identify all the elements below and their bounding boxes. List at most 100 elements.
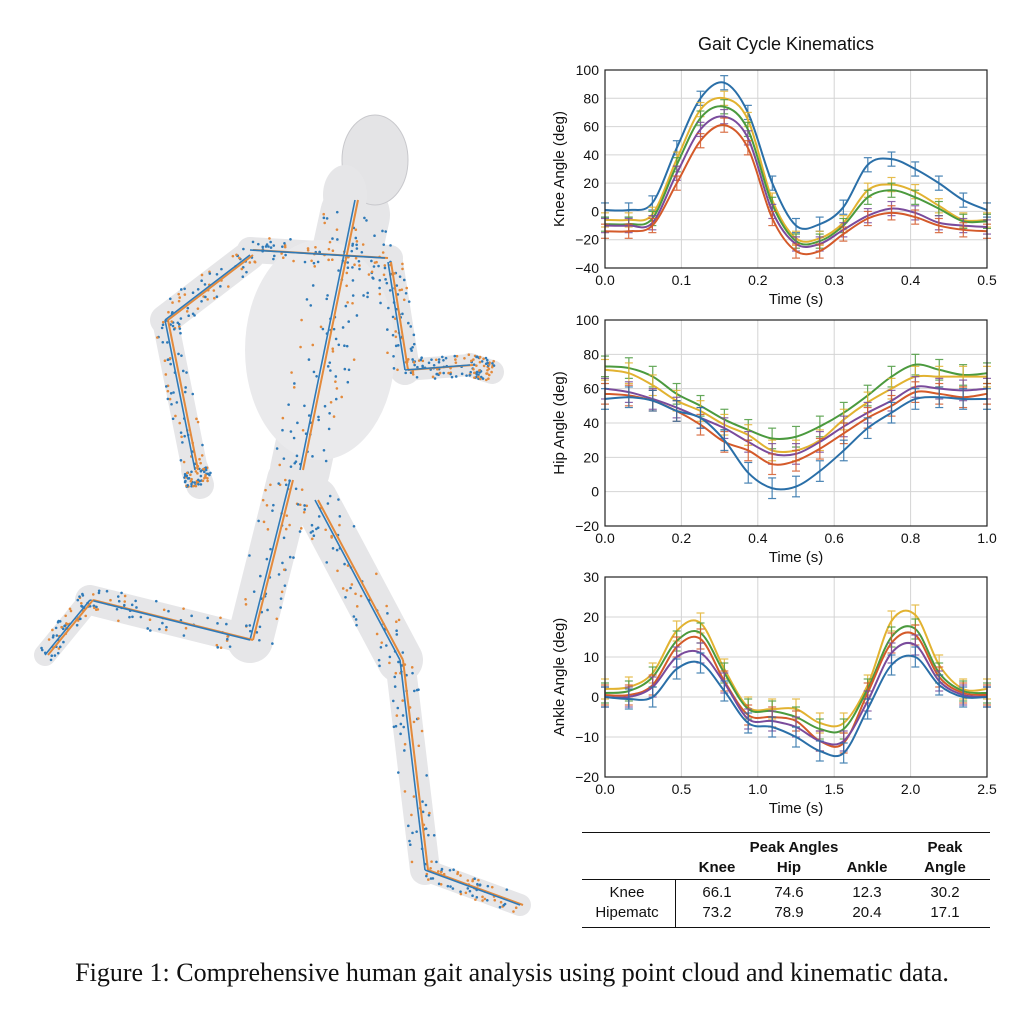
point xyxy=(310,537,314,541)
point xyxy=(401,699,404,702)
point xyxy=(84,614,88,618)
point xyxy=(281,245,284,248)
point xyxy=(353,263,356,267)
point xyxy=(407,824,410,828)
x-axis-label: Time (s) xyxy=(769,549,823,566)
table-cell: 78.9 xyxy=(774,904,804,921)
point xyxy=(279,606,282,609)
point xyxy=(401,651,405,654)
error-bar xyxy=(959,192,968,208)
point xyxy=(410,349,413,352)
point xyxy=(171,301,174,304)
point xyxy=(178,421,182,425)
error-bar xyxy=(648,217,657,234)
point xyxy=(206,476,209,480)
point xyxy=(302,510,306,514)
point xyxy=(279,597,283,600)
y-tick-label: −40 xyxy=(575,260,599,276)
point xyxy=(411,671,414,675)
point xyxy=(148,618,152,622)
point xyxy=(432,833,436,837)
point xyxy=(97,591,101,595)
x-tick-label: 0.8 xyxy=(901,530,921,546)
point xyxy=(405,286,409,290)
table-bottom-rule xyxy=(582,927,990,928)
x-tick-label: 0.0 xyxy=(595,272,615,288)
point xyxy=(262,520,266,524)
point xyxy=(238,256,241,260)
point xyxy=(228,645,232,648)
point xyxy=(486,884,490,888)
error-bar xyxy=(792,243,800,259)
point xyxy=(168,397,172,401)
point xyxy=(403,790,407,793)
point xyxy=(377,658,381,662)
point xyxy=(417,717,420,720)
point xyxy=(289,430,293,433)
point xyxy=(283,584,287,587)
point xyxy=(245,270,248,274)
y-tick-label: −20 xyxy=(575,518,599,534)
x-tick-label: 0.4 xyxy=(748,530,768,546)
point xyxy=(373,234,376,238)
point xyxy=(472,367,475,371)
error-bar xyxy=(672,658,681,680)
point xyxy=(379,301,382,305)
point xyxy=(178,296,182,299)
point xyxy=(372,265,376,268)
error-bar xyxy=(768,716,777,738)
point xyxy=(191,291,195,295)
point xyxy=(402,725,406,729)
point xyxy=(358,267,361,271)
skeleton-bone-orange xyxy=(167,319,199,471)
skeleton-bone-orange xyxy=(302,199,359,471)
point xyxy=(95,605,98,609)
point xyxy=(442,371,445,375)
error-bar xyxy=(911,209,920,225)
error-bar xyxy=(911,646,920,668)
point xyxy=(371,276,374,279)
point xyxy=(161,340,165,344)
point xyxy=(351,266,354,269)
chart-knee: 0.0 0.1 0.2 0.3 0.4 0.5 −40 −20 0 20 40 60 80 100 Time… xyxy=(551,34,997,308)
error-bar xyxy=(863,210,872,227)
point xyxy=(328,411,331,415)
point xyxy=(280,252,283,255)
point xyxy=(116,595,120,598)
error-bar xyxy=(696,133,705,149)
point xyxy=(272,257,275,261)
point xyxy=(476,882,479,886)
error-bar xyxy=(934,217,943,234)
table-row-label: Knee xyxy=(609,884,645,901)
error-bar xyxy=(792,726,800,748)
point xyxy=(346,301,349,304)
point xyxy=(277,573,281,576)
point xyxy=(219,285,222,288)
point xyxy=(395,714,399,717)
point xyxy=(338,515,342,518)
point xyxy=(429,866,432,870)
point xyxy=(115,607,119,611)
point xyxy=(312,370,316,374)
point xyxy=(512,910,515,913)
point xyxy=(322,216,326,220)
y-tick-label: 20 xyxy=(583,449,599,465)
x-tick-label: 0.3 xyxy=(824,272,844,288)
point xyxy=(154,599,158,603)
point xyxy=(184,386,187,389)
point xyxy=(454,375,458,378)
point xyxy=(454,358,457,361)
point xyxy=(259,574,262,578)
table-header-knee: Knee xyxy=(698,859,736,876)
skeleton-bone-orange xyxy=(427,869,524,906)
point xyxy=(62,640,65,644)
point xyxy=(197,482,200,486)
point xyxy=(307,414,311,417)
point xyxy=(166,389,170,393)
x-tick-label: 0.1 xyxy=(672,272,692,288)
point xyxy=(391,699,395,703)
point xyxy=(178,327,182,330)
error-bar xyxy=(815,437,824,460)
point xyxy=(436,870,440,873)
point xyxy=(194,470,198,473)
